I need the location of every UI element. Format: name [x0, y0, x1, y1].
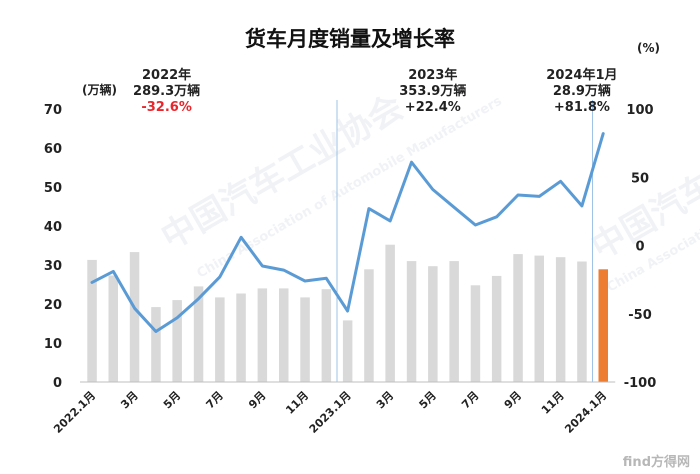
sales-bar	[577, 261, 587, 382]
x-tick-label: 2022.1月	[51, 389, 98, 436]
x-tick-label: 3月	[118, 389, 140, 411]
annotation-1-line-1: 2022年	[142, 67, 191, 83]
site-watermark: find方得网	[623, 454, 690, 470]
left-axis-ticks: 0 10 20 30 40 50 60 70	[44, 103, 62, 391]
sales-bar	[151, 307, 161, 382]
sales-bar	[598, 269, 608, 382]
sales-bar	[385, 244, 395, 382]
sales-bar	[449, 261, 459, 382]
chart-title: 货车月度销量及增长率	[245, 27, 455, 51]
sales-bar	[279, 288, 289, 382]
bar-series	[87, 244, 608, 382]
left-tick-label: 20	[44, 298, 62, 313]
right-tick-label: -50	[628, 308, 652, 323]
annotation-3-line-2: 28.9万辆	[553, 83, 611, 99]
right-tick-label: 0	[635, 240, 644, 255]
left-tick-label: 70	[44, 103, 62, 118]
annotation-3-line-1: 2024年1月	[546, 67, 617, 83]
right-axis-ticks: -100 -50 0 50 100	[624, 103, 657, 391]
x-tick-label: 7月	[204, 389, 226, 411]
annotation-1-line-2: 289.3万辆	[133, 83, 200, 99]
x-tick-label: 9月	[246, 389, 268, 411]
x-tick-label: 9月	[502, 389, 524, 411]
sales-bar	[364, 269, 374, 382]
sales-bar	[491, 275, 502, 382]
sales-bar	[87, 259, 97, 382]
sales-bar	[321, 289, 332, 382]
left-tick-label: 10	[44, 337, 62, 352]
year-separators	[336, 100, 593, 382]
sales-bar	[406, 261, 417, 382]
sales-bar	[193, 286, 204, 382]
annotation-3-change: +81.8%	[554, 100, 610, 115]
right-axis-unit: (%)	[637, 41, 660, 55]
watermark: 中国汽车工业协会 China Association of Automobile…	[155, 87, 700, 295]
sales-bar	[257, 288, 268, 382]
left-tick-label: 0	[53, 376, 62, 391]
sales-bar	[215, 297, 225, 382]
x-tick-label: 2024.1月	[562, 389, 609, 436]
x-tick-label: 3月	[374, 389, 396, 411]
growth-rate-line	[90, 132, 605, 333]
annotation-2-line-1: 2023年	[408, 67, 457, 83]
annotation-1-change: -32.6%	[141, 100, 192, 115]
left-axis-unit: (万辆)	[82, 82, 117, 97]
annotation-2-change: +22.4%	[405, 100, 461, 115]
left-tick-label: 60	[44, 142, 62, 157]
right-tick-label: -100	[624, 376, 657, 391]
x-tick-label: 11月	[283, 389, 311, 417]
sales-bar	[428, 266, 438, 382]
sales-bar	[236, 293, 246, 382]
right-tick-label: 100	[626, 103, 653, 118]
annotation-2-line-2: 353.9万辆	[399, 83, 466, 99]
sales-bar	[108, 275, 118, 382]
sales-bar	[513, 254, 523, 382]
x-tick-label: 5月	[161, 389, 183, 411]
left-tick-label: 40	[44, 220, 62, 235]
sales-bar	[534, 255, 544, 382]
right-tick-label: 50	[631, 171, 649, 186]
sales-bar	[172, 300, 182, 382]
sales-bar	[342, 320, 353, 382]
left-tick-label: 50	[44, 181, 62, 196]
sales-bar	[129, 252, 140, 382]
sales-bar	[555, 257, 566, 382]
x-tick-label: 2023.1月	[307, 389, 354, 436]
x-tick-label: 11月	[539, 389, 567, 417]
x-tick-label: 5月	[417, 389, 439, 411]
x-tick-label: 7月	[459, 389, 481, 411]
sales-bar	[300, 297, 310, 382]
left-tick-label: 30	[44, 259, 62, 274]
sales-bar	[470, 285, 481, 382]
